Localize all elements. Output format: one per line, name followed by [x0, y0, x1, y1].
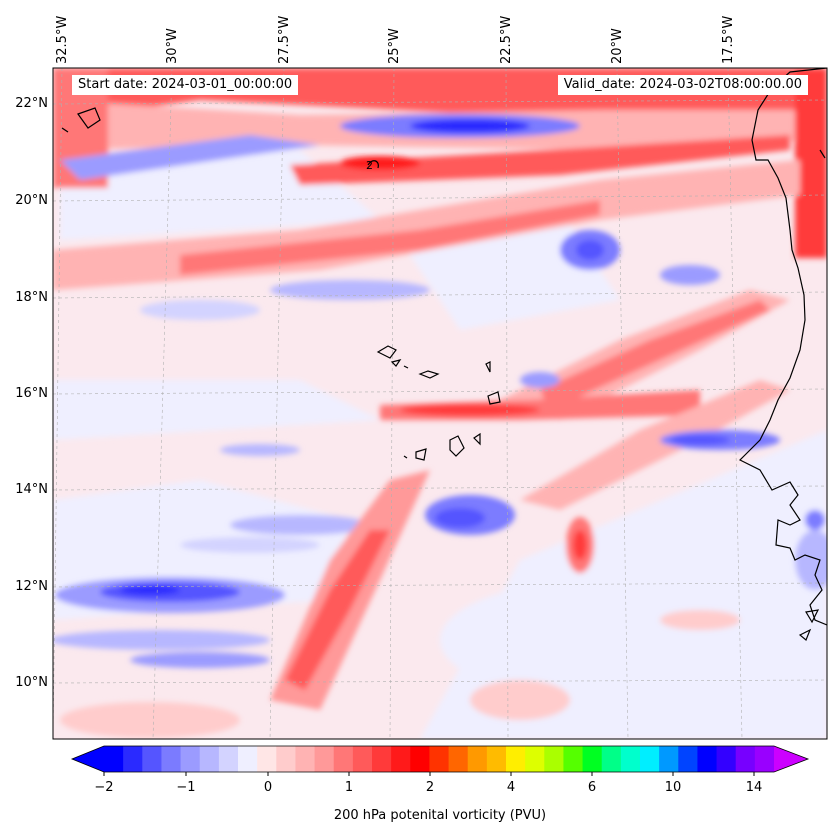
colorbar-swatch	[735, 746, 756, 772]
lon-label-25w: 25°W	[387, 28, 402, 64]
cape-verde-islands	[61, 107, 826, 461]
colorbar-label: 200 hPa potenital vorticity (PVU)	[333, 808, 547, 823]
colorbar-swatch	[563, 746, 584, 772]
colorbar-swatch	[199, 746, 220, 772]
colorbar-swatch	[486, 746, 507, 772]
colorbar	[70, 745, 810, 776]
colorbar-swatch	[372, 746, 392, 772]
colorbar-swatch	[123, 746, 143, 772]
colorbar-swatch	[467, 746, 488, 772]
colorbar-swatch	[754, 746, 775, 772]
colorbar-tick: 1	[344, 780, 354, 795]
colorbar-swatch	[410, 746, 430, 772]
colorbar-tick: 0	[263, 780, 273, 795]
graticule	[53, 68, 827, 739]
colorbar-swatch	[238, 746, 258, 772]
colorbar-swatch	[314, 746, 335, 772]
colorbar-swatch	[218, 746, 239, 772]
colorbar-extend-high	[774, 746, 808, 772]
lat-label-20n: 20°N	[15, 193, 48, 208]
colorbar-swatch	[180, 746, 201, 772]
lon-label-22-5w: 22.5°W	[499, 15, 514, 64]
colorbar-swatch	[391, 746, 411, 772]
lat-label-18n: 18°N	[15, 290, 48, 305]
lon-label-17-5w: 17.5°W	[721, 15, 736, 64]
colorbar-swatch	[276, 746, 296, 772]
lat-label-22n: 22°N	[15, 96, 48, 111]
colorbar-swatch	[678, 746, 698, 772]
lon-label-20w: 20°W	[610, 28, 625, 64]
colorbar-swatch	[659, 746, 679, 772]
colorbar-swatch	[582, 746, 603, 772]
lat-label-12n: 12°N	[15, 579, 48, 594]
lat-label-10n: 10°N	[15, 675, 48, 690]
colorbar-swatch	[716, 746, 737, 772]
colorbar-tick: 6	[587, 780, 597, 795]
colorbar-tick: 2	[425, 780, 435, 795]
lat-label-16n: 16°N	[15, 386, 48, 401]
colorbar-swatch	[697, 746, 718, 772]
colorbar-tick: −2	[94, 780, 114, 795]
colorbar-swatch	[333, 746, 354, 772]
colorbar-swatch	[640, 746, 660, 772]
colorbar-swatch	[104, 746, 124, 772]
colorbar-swatch	[295, 746, 316, 772]
colorbar-swatch	[429, 746, 450, 772]
contour-label: 2	[366, 159, 373, 172]
valid-date-label: Valid_date: 2024-03-02T08:00:00.00	[557, 75, 808, 95]
colorbar-tick: −1	[176, 780, 196, 795]
colorbar-tick: 4	[506, 780, 516, 795]
colorbar-swatch	[525, 746, 545, 772]
colorbar-extend-low	[72, 746, 104, 772]
lon-label-27-5w: 27.5°W	[277, 15, 292, 64]
colorbar-swatch	[352, 746, 373, 772]
colorbar-swatch	[142, 746, 162, 772]
lat-label-14n: 14°N	[15, 482, 48, 497]
colorbar-tick: 10	[664, 780, 682, 795]
pv-field: 2	[53, 68, 827, 739]
colorbar-swatch	[448, 746, 469, 772]
coastline	[738, 68, 827, 641]
colorbar-swatch	[257, 746, 277, 772]
lon-label-32-5w: 32.5°W	[55, 15, 70, 64]
colorbar-swatch	[506, 746, 526, 772]
lon-label-30w: 30°W	[165, 28, 180, 64]
colorbar-swatch	[161, 746, 182, 772]
map-frame	[52, 67, 828, 740]
colorbar-swatch	[544, 746, 564, 772]
colorbar-swatch	[601, 746, 622, 772]
colorbar-swatch	[620, 746, 641, 772]
start-date-label: Start date: 2024-03-01_00:00:00	[72, 75, 299, 95]
colorbar-tick: 14	[745, 780, 763, 795]
